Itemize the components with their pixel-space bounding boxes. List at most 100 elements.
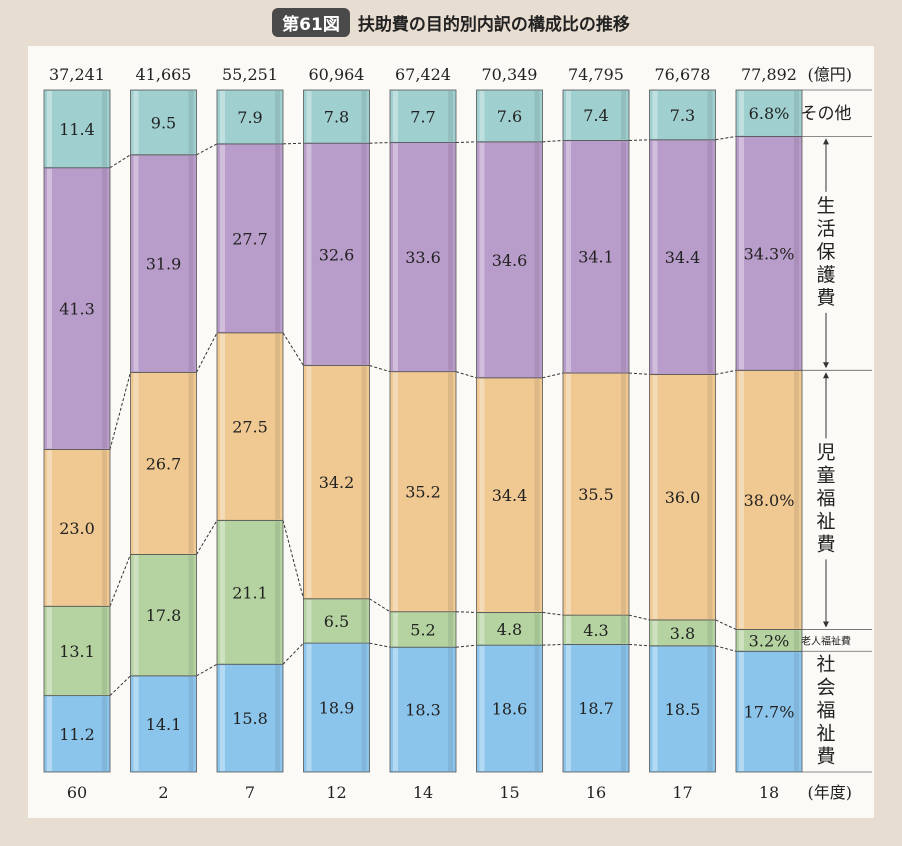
bar-segment xyxy=(649,645,716,773)
bar-value-label: 11.4 xyxy=(59,120,95,139)
connector-line xyxy=(282,520,304,599)
connector-line xyxy=(109,372,131,450)
bar-segment-highlight xyxy=(566,141,571,373)
bar-total-label: 55,251 xyxy=(222,65,278,84)
bar-segment-shade xyxy=(448,612,453,647)
bar-value-label: 17.8 xyxy=(146,606,182,625)
series-legend-label: その他 xyxy=(801,104,852,124)
x-unit-label: (年度) xyxy=(808,783,853,802)
totals-unit-label: (億円) xyxy=(808,65,853,84)
connector-line xyxy=(282,642,304,665)
bar-segment-highlight xyxy=(393,372,398,611)
bar-segment xyxy=(389,646,457,773)
bar-segment-highlight xyxy=(652,375,658,619)
x-tick-label: 18 xyxy=(759,783,779,802)
bar-value-label: 5.2 xyxy=(410,620,435,639)
bar-segment-shade xyxy=(448,648,453,771)
x-tick-label: 7 xyxy=(245,783,255,802)
figure-title-text: 扶助費の目的別内訳の構成比の推移 xyxy=(357,15,630,35)
bar-value-label: 9.5 xyxy=(151,113,176,132)
connector-line xyxy=(196,143,218,156)
bar-value-label: 3.2% xyxy=(749,631,790,650)
bar-segment-highlight xyxy=(47,450,52,606)
bar-segment-highlight xyxy=(306,144,312,365)
connector-line xyxy=(542,139,564,143)
bar-segment xyxy=(216,89,284,145)
x-tick-label: 15 xyxy=(499,783,519,802)
bar-segment-highlight xyxy=(652,620,658,645)
connector-line xyxy=(715,619,737,630)
bar-segment-shade xyxy=(534,613,540,645)
connector-line xyxy=(196,520,218,555)
bar-segment-shade xyxy=(534,378,540,612)
bar-segment xyxy=(562,372,630,616)
bar-segment xyxy=(476,612,543,646)
bar-value-label: 36.0 xyxy=(665,488,701,507)
connector-line xyxy=(628,139,650,141)
bar-value-label: 34.2 xyxy=(319,473,355,492)
connector-line xyxy=(455,611,477,613)
bar-value-label: 18.9 xyxy=(319,699,355,718)
bar-value-label: 7.9 xyxy=(237,108,262,127)
bar-segment-highlight xyxy=(479,613,485,645)
bar-value-label: 34.3% xyxy=(744,244,795,263)
bar-segment-shade xyxy=(361,366,367,598)
bar-segment-shade xyxy=(621,91,626,140)
bar-segment xyxy=(389,89,457,143)
bar-value-label: 26.7 xyxy=(146,454,182,473)
bar-segment-highlight xyxy=(566,645,571,771)
bar-segment-highlight xyxy=(220,333,225,520)
series-legend-label: 社会福祉費 xyxy=(816,653,835,767)
connector-line xyxy=(455,141,477,144)
series-legend-label: 児童福祉費 xyxy=(816,442,835,556)
bar-value-label: 7.3 xyxy=(670,106,695,125)
figure-title: 第61図 扶助費の目的別内訳の構成比の推移 xyxy=(0,8,902,37)
bar-segment-shade xyxy=(448,143,453,371)
x-tick-label: 12 xyxy=(326,783,346,802)
bar-segment-shade xyxy=(621,645,626,771)
bar-segment xyxy=(562,140,630,374)
bar-segment-shade xyxy=(707,646,713,771)
bar-value-label: 34.6 xyxy=(492,251,528,270)
bar-segment-highlight xyxy=(133,91,139,154)
series-legend-label: 老人福祉費 xyxy=(801,634,851,647)
bar-segment xyxy=(130,89,197,156)
connector-line xyxy=(109,154,131,169)
bar-segment-shade xyxy=(448,372,453,611)
bar-segment-shade xyxy=(102,450,107,606)
bar-segment-highlight xyxy=(479,646,485,771)
connector-line xyxy=(542,611,564,616)
bar-value-label: 35.2 xyxy=(405,483,441,502)
connector-line xyxy=(715,645,737,652)
bar-segment-highlight xyxy=(133,373,139,554)
bar-segment-highlight xyxy=(479,91,485,141)
bar-segment-highlight xyxy=(566,91,571,140)
bar-value-label: 4.8 xyxy=(497,620,522,639)
bar-segment-shade xyxy=(534,91,540,141)
connector-line xyxy=(282,142,304,145)
bar-segment xyxy=(130,675,197,773)
bar-segment-highlight xyxy=(306,599,312,643)
bar-segment xyxy=(649,373,716,621)
bar-segment-shade xyxy=(361,91,367,143)
bar-segment xyxy=(389,371,457,613)
bar-segment-highlight xyxy=(47,91,52,167)
bar-segment-shade xyxy=(707,140,713,374)
bar-segment-highlight xyxy=(393,91,398,142)
bar-value-label: 32.6 xyxy=(319,245,355,264)
bar-segment-highlight xyxy=(220,665,225,771)
connector-line xyxy=(369,365,391,373)
legend-arrow-up-icon xyxy=(823,138,829,145)
bar-value-label: 27.5 xyxy=(232,418,268,437)
bar-segment-highlight xyxy=(306,366,312,598)
bar-total-label: 60,964 xyxy=(309,65,365,84)
bar-segment xyxy=(303,89,370,144)
connector-line xyxy=(455,644,477,648)
bar-value-label: 15.8 xyxy=(232,709,268,728)
bar-segment-highlight xyxy=(739,630,744,651)
bar-segment-shade xyxy=(707,620,713,645)
bar-value-label: 34.4 xyxy=(492,486,528,505)
bar-segment xyxy=(735,89,803,137)
bar-segment xyxy=(735,135,803,371)
bar-segment xyxy=(216,663,284,773)
